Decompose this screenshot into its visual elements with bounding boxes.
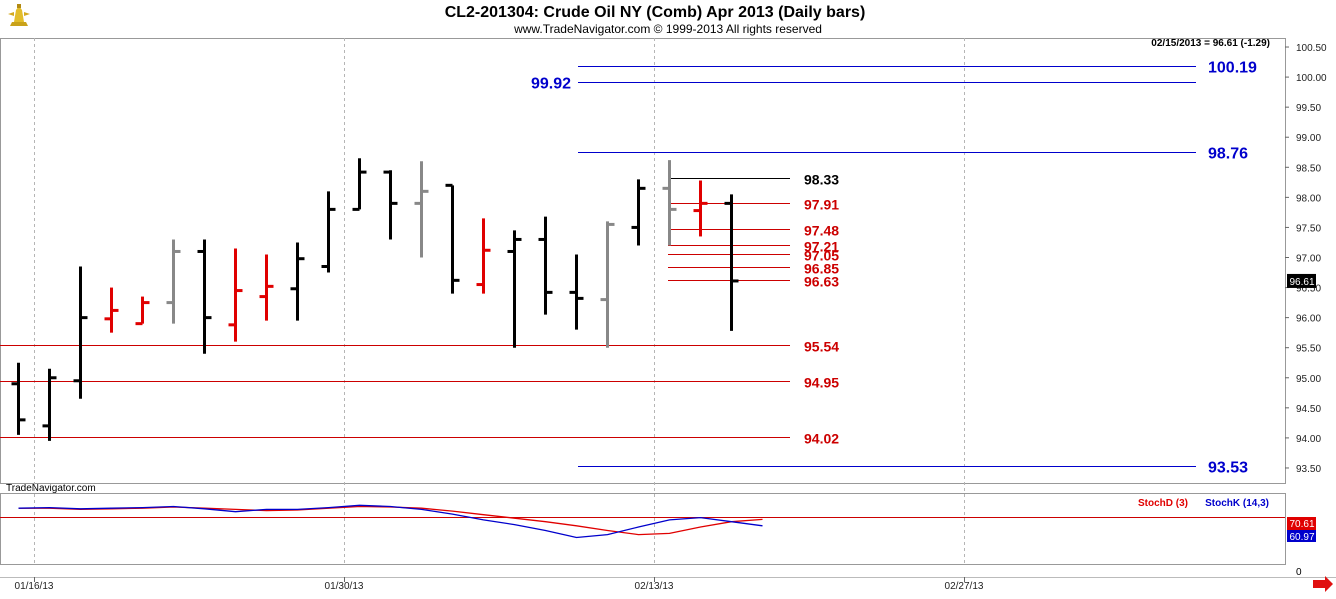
ohlc-bar xyxy=(259,254,274,321)
stochastic-lines xyxy=(0,504,1285,539)
legend-stochk: StochK (14,3) xyxy=(1205,498,1269,509)
level-label: 98.33 xyxy=(804,172,839,188)
price-tick-label: 98.00 xyxy=(1296,193,1321,204)
price-tick-label: 94.50 xyxy=(1296,404,1321,415)
ohlc-bar xyxy=(476,218,491,294)
ohlc-bar xyxy=(42,368,57,441)
copyright-text: www.TradeNavigator.com © 1999-2013 All r… xyxy=(513,22,822,36)
date-tick-label: 02/13/13 xyxy=(635,581,674,592)
stochk-last-label: 60.97 xyxy=(1289,532,1314,543)
ohlc-bar xyxy=(445,183,460,294)
price-tick-label: 100.00 xyxy=(1296,73,1327,84)
date-tick-label: 01/16/13 xyxy=(15,581,54,592)
price-axis[interactable]: 100.50 100.00 99.50 99.00 98.50 98.00 97.50 97.… xyxy=(1285,43,1327,475)
level-label: 97.91 xyxy=(804,197,839,213)
ohlc-bar xyxy=(507,230,522,348)
ohlc-bar xyxy=(693,180,708,237)
ohlc-bar xyxy=(600,221,615,348)
ohlc-bar xyxy=(662,160,677,246)
grid-lines xyxy=(34,38,965,565)
price-tick-label: 96.50 xyxy=(1296,284,1321,295)
level-label: 93.53 xyxy=(1208,460,1248,477)
ohlc-bar xyxy=(135,296,150,326)
level-label: 97.21 xyxy=(804,239,839,255)
price-tick-label: 98.50 xyxy=(1296,163,1321,174)
ohlc-bar xyxy=(383,170,398,240)
ohlc-bars xyxy=(11,158,739,441)
ohlc-bar xyxy=(321,191,336,273)
level-label: 94.02 xyxy=(804,431,839,447)
date-axis[interactable]: 01/16/13 01/30/13 02/13/13 02/27/13 xyxy=(15,577,984,592)
ohlc-bar xyxy=(290,242,305,321)
price-tick-label: 96.00 xyxy=(1296,314,1321,325)
ohlc-bar xyxy=(352,158,367,211)
date-tick-label: 01/30/13 xyxy=(325,581,364,592)
ohlc-bar xyxy=(228,248,243,342)
date-tick-label: 02/27/13 xyxy=(945,581,984,592)
last-price-label: 96.61 xyxy=(1289,277,1314,288)
price-tick-label: 93.50 xyxy=(1296,464,1321,475)
ohlc-bar xyxy=(724,194,739,331)
ohlc-bar xyxy=(631,179,646,246)
price-tick-label: 97.00 xyxy=(1296,253,1321,264)
price-tick-label: 97.50 xyxy=(1296,223,1321,234)
price-tick-label: 94.00 xyxy=(1296,434,1321,445)
legend-stochd: StochD (3) xyxy=(1138,498,1188,509)
stoch-value-tags: 60.97 70.61 xyxy=(1287,517,1316,543)
stoch-series-line xyxy=(18,505,763,536)
watermark-text: TradeNavigator.com xyxy=(6,483,96,494)
stochd-last-label: 70.61 xyxy=(1289,519,1314,530)
ohlc-bar xyxy=(11,362,26,435)
level-label: 96.63 xyxy=(804,274,839,290)
level-label: 100.19 xyxy=(1208,60,1257,77)
last-price-tag: 96.61 xyxy=(1287,273,1316,288)
trade-navigator-logo-icon xyxy=(6,3,32,29)
level-label: 96.85 xyxy=(804,261,839,277)
level-label: 99.92 xyxy=(531,76,571,93)
price-tick-label: 100.50 xyxy=(1296,43,1327,54)
level-label: 95.54 xyxy=(804,339,839,355)
level-label: 97.05 xyxy=(804,248,839,264)
price-tick-label: 95.50 xyxy=(1296,344,1321,355)
ohlc-bar xyxy=(538,216,553,315)
ohlc-bar xyxy=(414,161,429,258)
price-tick-label: 95.00 xyxy=(1296,374,1321,385)
scroll-right-arrow-icon[interactable] xyxy=(1313,576,1333,592)
ohlc-bar xyxy=(166,239,181,324)
stoch-panel-frame xyxy=(0,493,1286,565)
stoch-series-line xyxy=(18,504,763,539)
level-label: 97.48 xyxy=(804,223,839,239)
ohlc-bar xyxy=(104,287,119,333)
level-label: 98.76 xyxy=(1208,146,1248,163)
ohlc-bar xyxy=(73,266,88,399)
price-tick-label: 99.00 xyxy=(1296,133,1321,144)
chart-title: CL2-201304: Crude Oil NY (Comb) Apr 2013… xyxy=(445,4,866,21)
panel-frames xyxy=(0,38,1336,578)
ohlc-bar xyxy=(197,239,212,354)
last-bar-info: 02/15/2013 = 96.61 (-1.29) xyxy=(1151,38,1270,49)
price-panel-frame xyxy=(0,38,1286,484)
ohlc-bar xyxy=(569,254,584,330)
stoch-axis-zero: 0 xyxy=(1296,567,1302,578)
level-label: 94.95 xyxy=(804,375,839,391)
price-levels: 100.19 99.92 98.76 98.33 97.91 97.4897.2197.0… xyxy=(0,60,1257,477)
price-tick-label: 99.50 xyxy=(1296,103,1321,114)
